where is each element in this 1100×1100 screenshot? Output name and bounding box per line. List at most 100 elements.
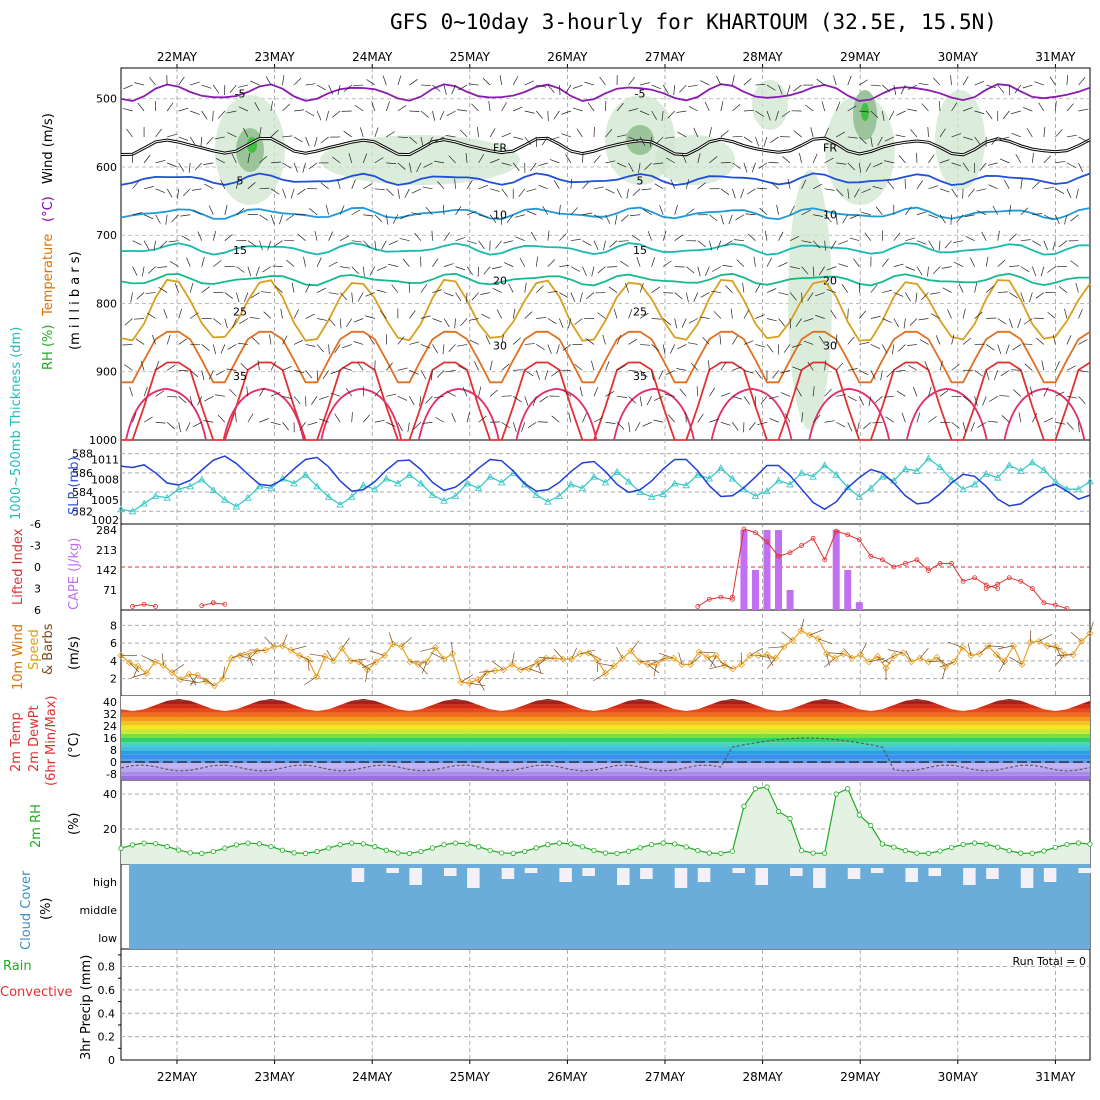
wind-barb <box>212 344 217 355</box>
thickness-marker <box>394 479 402 487</box>
wind-barb <box>357 361 364 371</box>
rh-marker <box>568 841 574 847</box>
isotherm-35 <box>121 361 1091 441</box>
wind-speed-marker <box>916 654 924 662</box>
wind-barb <box>674 318 678 329</box>
wind-speed-marker <box>465 679 474 687</box>
wind-barb <box>259 187 270 190</box>
wind-barb <box>728 214 733 225</box>
wind-barb <box>305 136 310 147</box>
rh-line <box>120 786 1091 855</box>
wind-barb <box>982 396 987 406</box>
cloud-gap <box>640 868 653 879</box>
thickness-marker <box>601 478 610 486</box>
rh-tick-label: 40 <box>103 788 117 801</box>
wind-barb <box>526 210 537 216</box>
wind-barb <box>974 282 978 293</box>
wind-barb <box>386 188 394 196</box>
wind-barb <box>605 360 610 371</box>
wind-barb <box>951 133 962 138</box>
wind-barb <box>873 162 883 168</box>
wind-barb <box>491 266 502 270</box>
wind-speed-marker <box>703 653 712 661</box>
wind-barb <box>140 360 145 371</box>
wind-barb-10m <box>491 661 504 671</box>
slp-tick-label: 1002 <box>91 514 119 527</box>
wind-barb <box>985 370 990 381</box>
wind-barb <box>847 336 855 345</box>
isotherm-label: -5 <box>635 88 646 101</box>
wind-barb <box>501 132 512 138</box>
li-marker <box>833 528 839 534</box>
wind-barb-10m <box>939 661 955 668</box>
wind-barb <box>385 101 390 112</box>
wind-barb <box>1023 318 1033 325</box>
li-marker <box>1018 578 1024 584</box>
wind-barb <box>178 338 188 345</box>
wind-barb <box>593 186 604 190</box>
isotherm-label: 25 <box>233 305 247 318</box>
cape-tick-label: 142 <box>96 564 117 577</box>
wind-barb <box>351 209 361 216</box>
wind-barb <box>220 179 226 189</box>
wind-barb <box>732 162 741 169</box>
wind-barb <box>801 209 811 216</box>
wind-axis-label-2: Speed <box>27 629 42 670</box>
wind-barb <box>605 421 616 424</box>
wind-barb <box>859 342 870 345</box>
rh-marker <box>902 848 909 854</box>
wind-barb-10m <box>817 638 833 645</box>
isotherm-label: FR <box>823 141 837 154</box>
wind-barb <box>713 311 722 319</box>
wind-barb-10m <box>571 647 578 660</box>
wind-barb <box>753 256 756 267</box>
wind-barb <box>1009 292 1018 299</box>
wind-barb-10m <box>1055 646 1062 659</box>
cloud-gap <box>351 868 365 882</box>
li-marker <box>960 578 966 584</box>
wind-barb <box>918 318 929 321</box>
wind-barb <box>492 288 502 293</box>
wind-barb <box>893 232 901 241</box>
thickness-marker <box>197 475 206 483</box>
wind-barb <box>269 334 272 345</box>
wind-barb <box>582 152 584 163</box>
wind-barb <box>1055 160 1066 164</box>
wind-barb <box>458 84 468 91</box>
wind-barb <box>976 210 987 216</box>
wind-barb <box>697 413 704 423</box>
wind-barb <box>907 108 918 112</box>
wind-barb <box>587 102 595 112</box>
wind-barb-10m <box>588 652 602 661</box>
wind-barb <box>402 258 410 267</box>
wind-speed-marker <box>1026 638 1035 646</box>
wind-barb <box>630 214 641 216</box>
wind-barb <box>835 188 844 197</box>
wind-barb <box>859 136 867 145</box>
wind-barb <box>745 213 756 216</box>
wind-barb <box>824 240 826 251</box>
wind-speed-marker <box>865 658 873 666</box>
wind-barb <box>582 212 593 216</box>
wind-barb <box>597 312 606 319</box>
li-marker <box>1064 606 1070 611</box>
wind-barb <box>884 136 895 142</box>
wind-barb <box>1052 334 1056 345</box>
wind-barb <box>462 387 468 397</box>
date-label-top: 31MAY <box>1035 50 1076 64</box>
wind-barb <box>282 135 293 138</box>
wind-barb <box>339 205 345 215</box>
wind-barb <box>224 292 234 299</box>
wind-barb <box>781 110 791 118</box>
wind-barb <box>143 386 148 397</box>
wind-speed-marker <box>618 654 627 662</box>
wind-barb <box>906 344 918 347</box>
wind-barb <box>490 158 500 164</box>
wind-speed-marker <box>941 663 950 671</box>
wind-barb <box>836 394 847 397</box>
wind-barb <box>1015 154 1022 164</box>
wind-barb-10m <box>477 679 485 691</box>
li-marker <box>153 604 159 609</box>
wind-barb <box>293 370 304 373</box>
wind-barb <box>430 370 433 381</box>
